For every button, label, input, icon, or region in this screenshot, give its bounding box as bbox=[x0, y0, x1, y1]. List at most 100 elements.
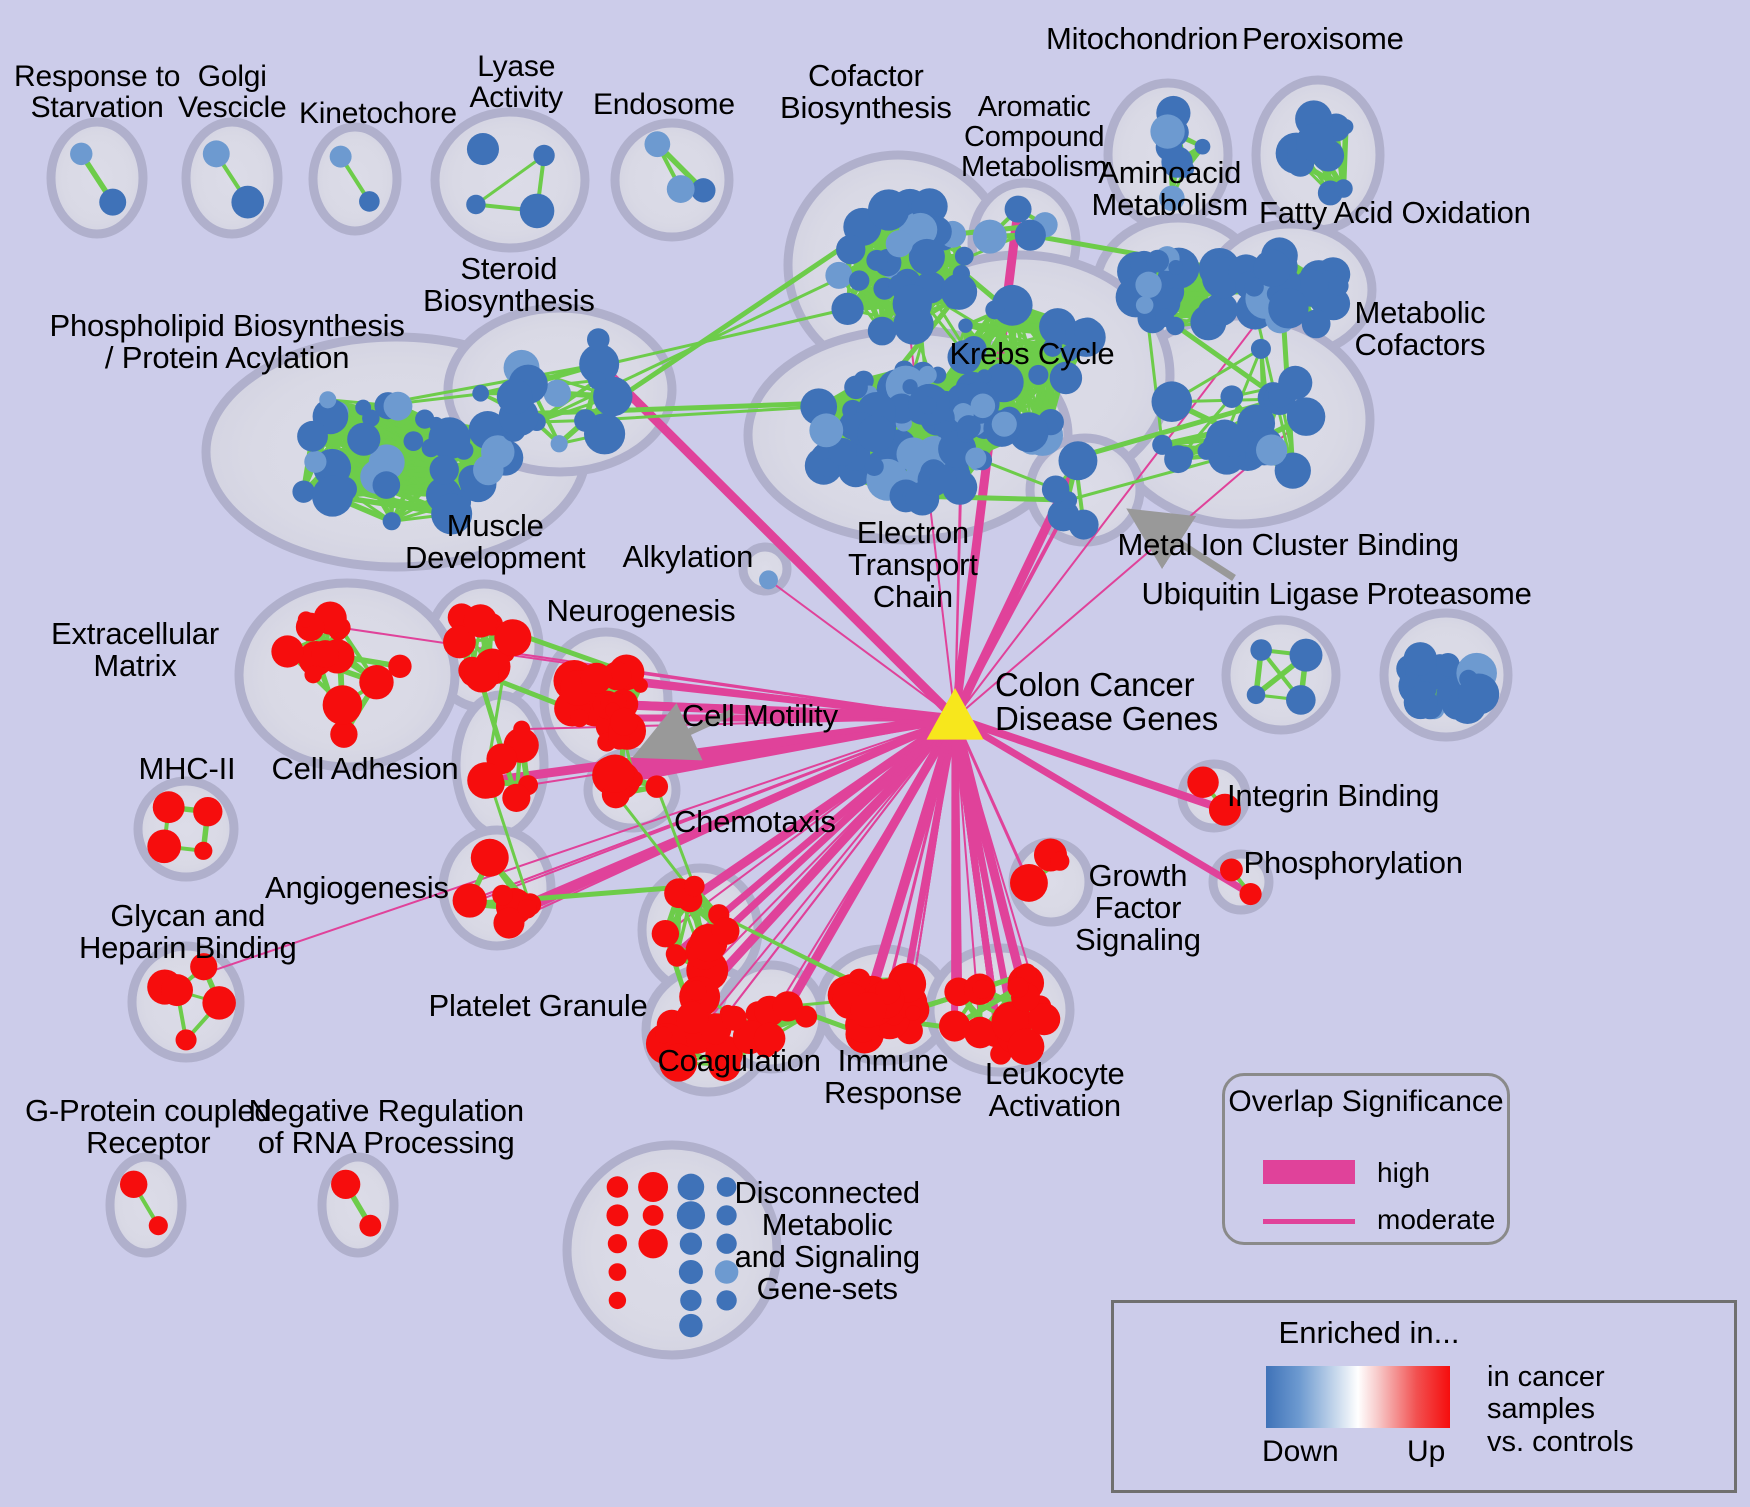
gene-set-node[interactable] bbox=[304, 665, 322, 684]
gene-set-node[interactable] bbox=[716, 1205, 737, 1226]
gene-set-node[interactable] bbox=[1165, 316, 1185, 336]
gene-set-node[interactable] bbox=[680, 1289, 702, 1312]
gene-set-node[interactable] bbox=[606, 1204, 629, 1227]
gene-set-node[interactable] bbox=[496, 378, 533, 415]
gene-set-node[interactable] bbox=[711, 917, 740, 945]
gene-set-node[interactable] bbox=[382, 512, 401, 531]
gene-set-node[interactable] bbox=[1415, 681, 1435, 701]
gene-set-node[interactable] bbox=[705, 1035, 743, 1073]
gene-set-node[interactable] bbox=[331, 1169, 361, 1199]
gene-set-node[interactable] bbox=[297, 420, 328, 452]
gene-set-node[interactable] bbox=[1007, 977, 1029, 998]
gene-set-node[interactable] bbox=[644, 131, 671, 158]
gene-set-node[interactable] bbox=[493, 907, 525, 939]
gene-set-node[interactable] bbox=[502, 783, 531, 812]
gene-set-node[interactable] bbox=[1296, 123, 1335, 162]
gene-set-node[interactable] bbox=[940, 273, 978, 310]
gene-set-node[interactable] bbox=[972, 219, 1007, 254]
gene-set-node[interactable] bbox=[494, 619, 532, 657]
gene-set-node[interactable] bbox=[1135, 296, 1154, 314]
gene-set-node[interactable] bbox=[638, 1172, 669, 1202]
gene-set-node[interactable] bbox=[1050, 851, 1070, 871]
gene-set-node[interactable] bbox=[665, 944, 686, 964]
gene-set-node[interactable] bbox=[550, 435, 568, 453]
gene-set-node[interactable] bbox=[271, 635, 304, 668]
gene-set-node[interactable] bbox=[570, 708, 589, 728]
gene-set-node[interactable] bbox=[1334, 179, 1353, 198]
gene-set-node[interactable] bbox=[202, 140, 230, 168]
gene-set-node[interactable] bbox=[836, 234, 866, 265]
gene-set-node[interactable] bbox=[1268, 288, 1309, 329]
gene-set-node[interactable] bbox=[194, 841, 213, 860]
gene-set-node[interactable] bbox=[1014, 219, 1046, 251]
gene-set-node[interactable] bbox=[533, 144, 555, 167]
gene-set-node[interactable] bbox=[297, 611, 315, 628]
gene-set-node[interactable] bbox=[148, 1216, 168, 1236]
gene-set-node[interactable] bbox=[896, 437, 931, 472]
gene-set-node[interactable] bbox=[610, 707, 639, 736]
gene-set-node[interactable] bbox=[903, 212, 938, 247]
gene-set-node[interactable] bbox=[864, 456, 884, 476]
gene-set-node[interactable] bbox=[1197, 442, 1216, 460]
gene-set-node[interactable] bbox=[753, 1022, 786, 1055]
gene-set-node[interactable] bbox=[867, 316, 897, 346]
gene-set-node[interactable] bbox=[991, 411, 1017, 437]
gene-set-node[interactable] bbox=[686, 980, 707, 1001]
gene-set-node[interactable] bbox=[1152, 434, 1173, 455]
gene-set-node[interactable] bbox=[608, 1263, 627, 1281]
gene-set-node[interactable] bbox=[1220, 385, 1244, 408]
gene-set-node[interactable] bbox=[587, 371, 607, 390]
gene-set-node[interactable] bbox=[472, 384, 489, 402]
gene-set-node[interactable] bbox=[292, 480, 315, 503]
gene-set-node[interactable] bbox=[574, 409, 597, 432]
gene-set-node[interactable] bbox=[1150, 114, 1185, 149]
gene-set-node[interactable] bbox=[1010, 864, 1048, 902]
gene-set-node[interactable] bbox=[1164, 445, 1193, 474]
gene-set-node[interactable] bbox=[1159, 185, 1185, 212]
gene-set-node[interactable] bbox=[330, 720, 358, 748]
gene-set-node[interactable] bbox=[850, 992, 887, 1028]
gene-set-node[interactable] bbox=[1253, 249, 1292, 288]
gene-set-node[interactable] bbox=[1289, 638, 1323, 672]
gene-set-node[interactable] bbox=[902, 379, 918, 395]
gene-set-node[interactable] bbox=[954, 246, 974, 266]
gene-set-node[interactable] bbox=[190, 953, 218, 981]
gene-set-node[interactable] bbox=[1328, 275, 1349, 296]
gene-set-node[interactable] bbox=[464, 657, 499, 693]
gene-set-node[interactable] bbox=[579, 344, 620, 385]
gene-set-node[interactable] bbox=[1250, 338, 1271, 359]
gene-set-node[interactable] bbox=[970, 393, 996, 419]
gene-set-node[interactable] bbox=[607, 1234, 628, 1254]
gene-set-node[interactable] bbox=[1218, 426, 1249, 457]
gene-set-node[interactable] bbox=[938, 1010, 971, 1042]
gene-set-node[interactable] bbox=[934, 420, 953, 438]
gene-set-node[interactable] bbox=[608, 1291, 627, 1310]
gene-set-node[interactable] bbox=[1004, 195, 1032, 223]
gene-set-node[interactable] bbox=[347, 422, 381, 456]
gene-set-node[interactable] bbox=[452, 883, 487, 918]
gene-set-node[interactable] bbox=[1403, 642, 1437, 676]
gene-set-node[interactable] bbox=[645, 775, 669, 798]
gene-set-node[interactable] bbox=[676, 1201, 706, 1230]
gene-set-node[interactable] bbox=[193, 797, 223, 827]
gene-set-node[interactable] bbox=[311, 640, 340, 668]
gene-set-node[interactable] bbox=[642, 1204, 664, 1226]
gene-set-node[interactable] bbox=[202, 986, 236, 1020]
colon-cancer-disease-genes-hub[interactable] bbox=[926, 688, 984, 740]
gene-set-node[interactable] bbox=[1007, 1028, 1045, 1065]
gene-set-node[interactable] bbox=[772, 991, 803, 1022]
gene-set-node[interactable] bbox=[492, 884, 513, 906]
gene-set-node[interactable] bbox=[1028, 364, 1049, 385]
gene-set-node[interactable] bbox=[1286, 685, 1316, 715]
gene-set-node[interactable] bbox=[304, 450, 327, 473]
gene-set-node[interactable] bbox=[1244, 277, 1264, 297]
gene-set-node[interactable] bbox=[1194, 138, 1211, 155]
gene-set-node[interactable] bbox=[586, 328, 610, 351]
gene-set-node[interactable] bbox=[976, 369, 992, 384]
gene-set-node[interactable] bbox=[1164, 146, 1186, 168]
gene-set-node[interactable] bbox=[466, 133, 500, 166]
gene-set-node[interactable] bbox=[918, 365, 937, 385]
gene-set-node[interactable] bbox=[580, 662, 613, 694]
gene-set-node[interactable] bbox=[1301, 309, 1331, 339]
gene-set-node[interactable] bbox=[1028, 1002, 1061, 1036]
